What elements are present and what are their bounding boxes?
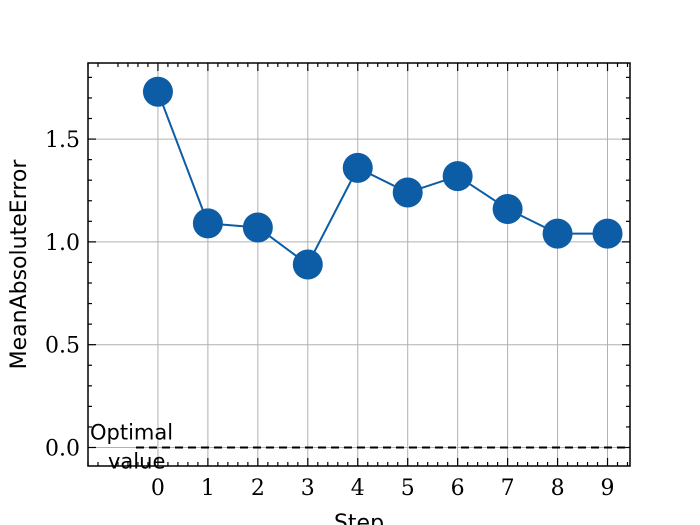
x-tick-label: 3 [301, 476, 315, 501]
data-point [142, 76, 173, 107]
data-point [392, 177, 423, 208]
series-line [157, 91, 608, 267]
x-tick-label: 0 [151, 476, 165, 501]
y-tick-label: 0.5 [45, 334, 80, 359]
y-tick-label: 1.0 [45, 231, 80, 256]
data-points [142, 76, 623, 280]
data-point [242, 212, 273, 243]
x-tick-label: 8 [551, 476, 565, 501]
data-point [592, 218, 623, 249]
optimal-value-label-line-2: value [108, 449, 165, 473]
x-tick-label: 5 [401, 476, 415, 501]
optimal-value-label: Optimal value [90, 420, 173, 473]
y-tick-labels: 0.0 0.5 1.0 1.5 [45, 128, 80, 461]
y-tick-label: 1.5 [45, 128, 80, 153]
x-tick-labels: 0 1 2 3 4 5 6 7 8 9 [151, 476, 615, 501]
x-axis-title: Step [334, 511, 384, 525]
optimal-value-label-line-1: Optimal [90, 420, 173, 444]
x-tick-label: 1 [201, 476, 215, 501]
data-point [342, 152, 373, 183]
x-tick-label: 7 [501, 476, 515, 501]
data-point [192, 208, 223, 239]
data-point [442, 161, 473, 192]
y-axis-title: MeanAbsoluteError [7, 159, 32, 370]
x-tick-label: 4 [351, 476, 365, 501]
axis-ticks [87, 63, 630, 466]
x-tick-label: 9 [601, 476, 615, 501]
data-point [292, 249, 323, 280]
data-point [492, 193, 523, 224]
data-point [542, 218, 573, 249]
plot-frame [87, 62, 631, 467]
x-tick-label: 2 [251, 476, 265, 501]
x-tick-label: 6 [451, 476, 465, 501]
y-tick-label: 0.0 [45, 436, 80, 461]
